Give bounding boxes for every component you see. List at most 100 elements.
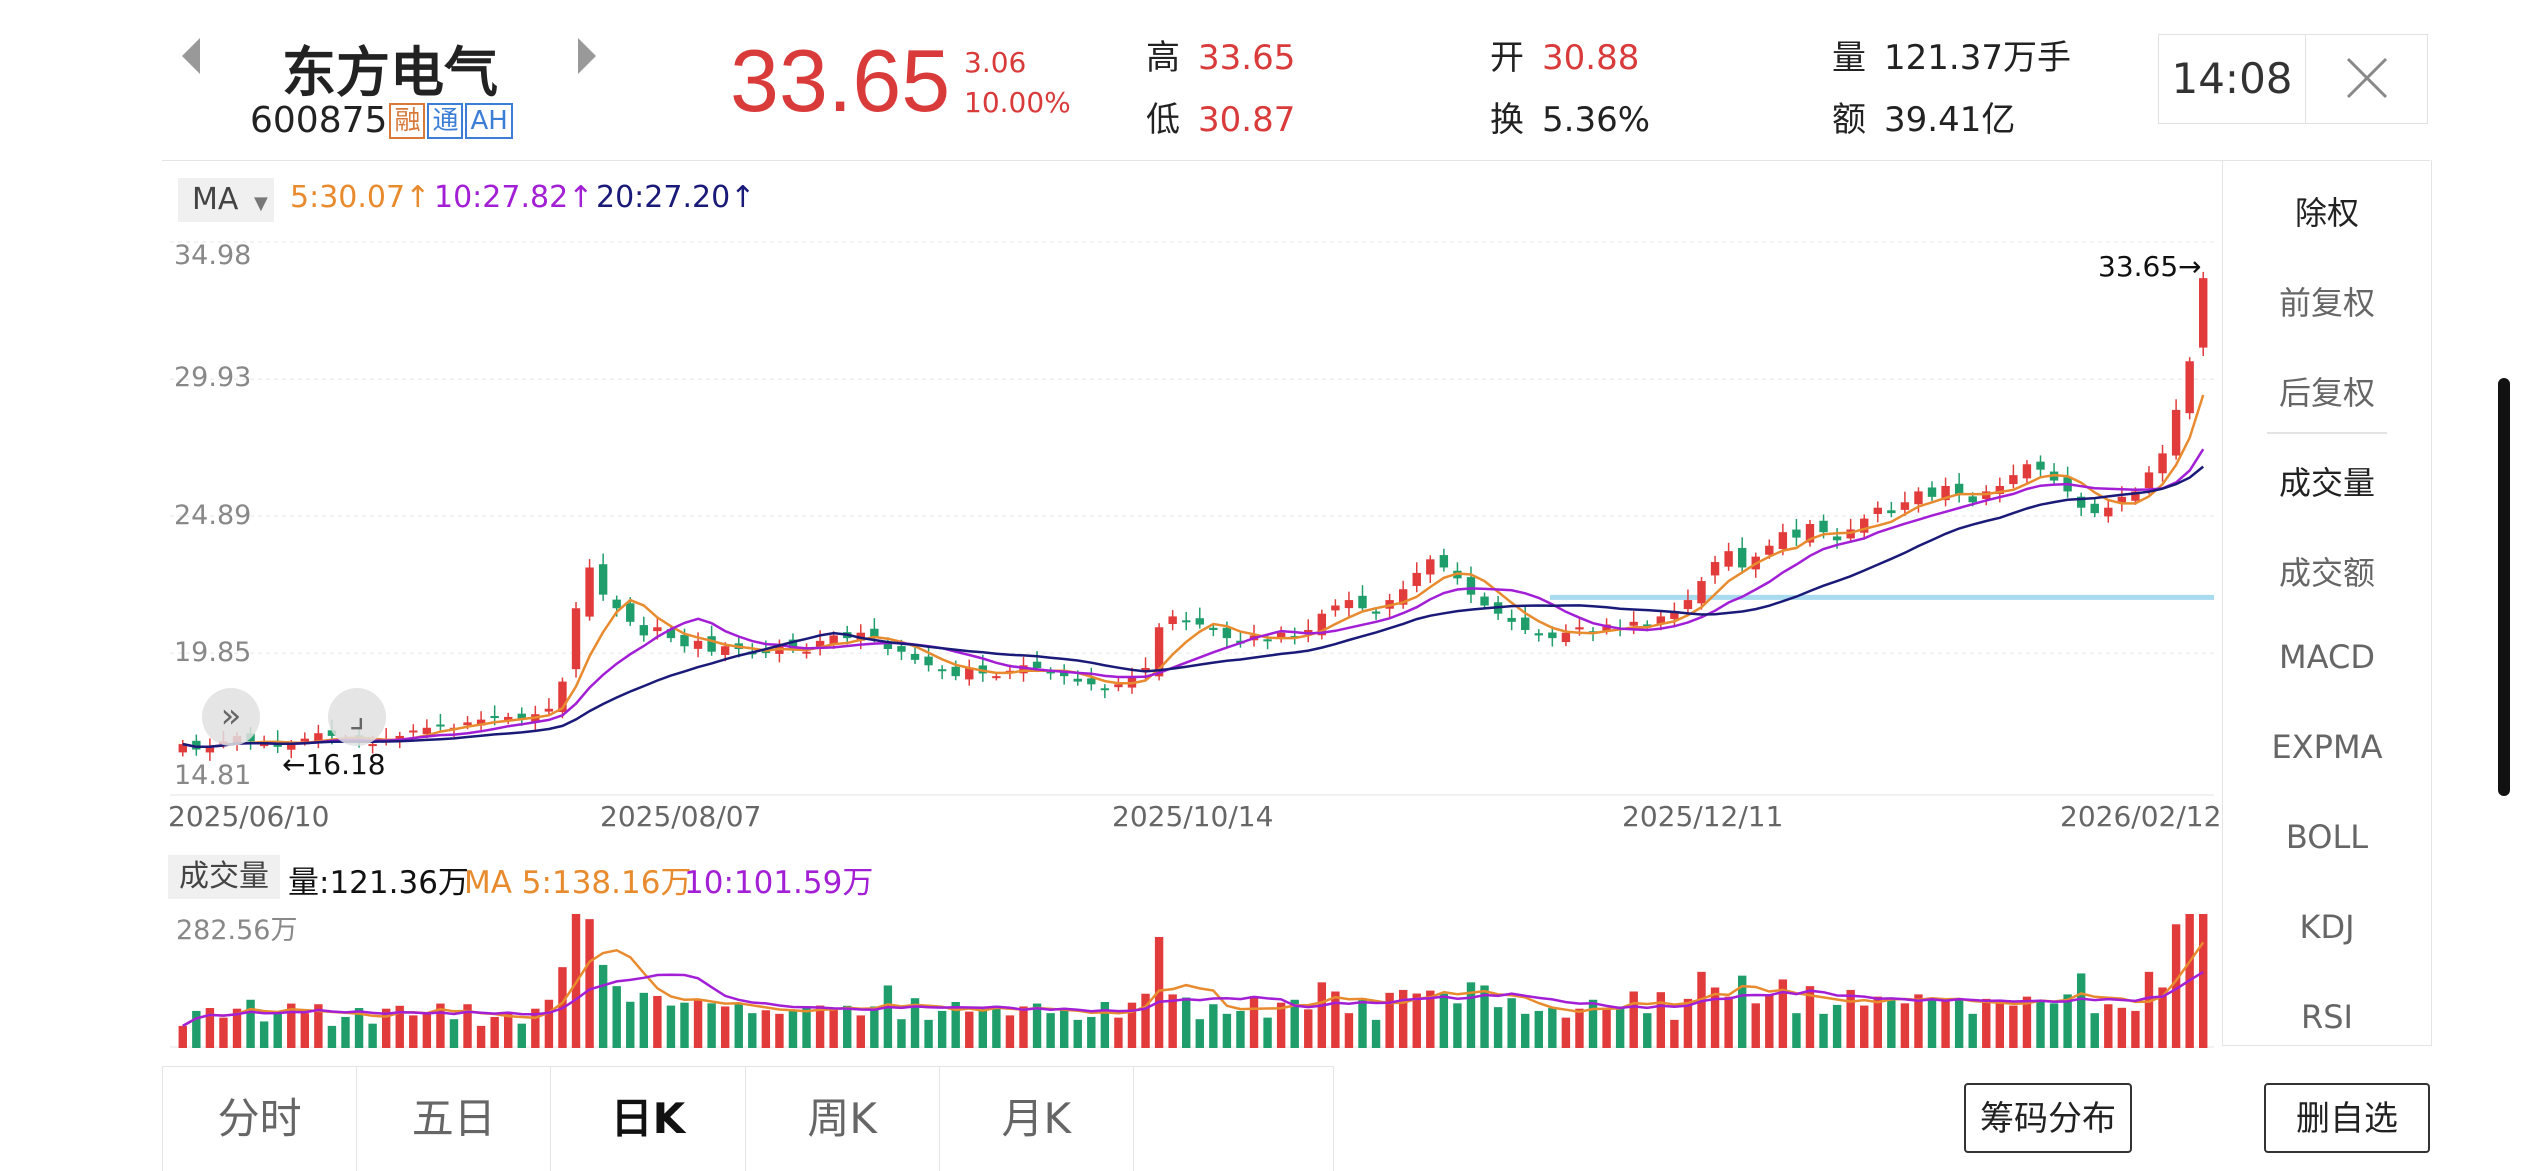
- volume-bar: [1331, 991, 1340, 1048]
- volume-bar: [1697, 971, 1706, 1048]
- candle: [639, 625, 649, 636]
- volume-bar: [1643, 1013, 1652, 1048]
- sidebar-item-ex-rights[interactable]: 除权: [2294, 194, 2359, 232]
- volume-bar: [422, 1012, 432, 1048]
- candle: [1222, 627, 1232, 639]
- chip-distribution-button[interactable]: 筹码分布: [1964, 1083, 2132, 1153]
- tab-five-day[interactable]: 五日: [357, 1067, 552, 1171]
- volume-bar: [1615, 1006, 1625, 1048]
- ah-share-tag[interactable]: AH: [465, 103, 513, 139]
- volume-bar: [1765, 994, 1774, 1048]
- close-button[interactable]: [2306, 35, 2427, 123]
- candle: [1195, 618, 1204, 625]
- volume-bar: [2144, 971, 2154, 1048]
- sidebar-item-forward-adjusted[interactable]: 前复权: [2278, 284, 2375, 322]
- price-change-pct: 10.00%: [964, 86, 1071, 119]
- volume-bar: [707, 1003, 716, 1048]
- ma10-text: 10:27.82: [434, 180, 569, 215]
- volume-bar: [1724, 996, 1733, 1048]
- tab-monthly-k[interactable]: 月K: [940, 1067, 1134, 1171]
- volume-indicator-label[interactable]: 成交量: [168, 855, 280, 899]
- candle: [1656, 616, 1666, 624]
- volume-bar: [1873, 996, 1882, 1048]
- volume-bar: [1182, 997, 1191, 1048]
- volume-bar: [1019, 1006, 1028, 1048]
- caret-right-icon: [578, 38, 596, 74]
- ma20-line: [182, 465, 2204, 749]
- expand-icon[interactable]: »: [202, 688, 260, 746]
- candle: [1127, 676, 1137, 688]
- volume-bar: [1792, 1013, 1801, 1048]
- candlestick-chart[interactable]: [170, 236, 2214, 796]
- min-price-marker: ←16.18: [282, 748, 386, 781]
- sidebar-item-rsi[interactable]: RSI: [2301, 998, 2353, 1036]
- sidebar-item-macd[interactable]: MACD: [2279, 638, 2375, 676]
- indicator-select[interactable]: MA ▼: [178, 178, 274, 222]
- volume-bar: [1819, 1013, 1828, 1048]
- sidebar-item-boll[interactable]: BOLL: [2285, 818, 2369, 856]
- volume-bar: [734, 1003, 743, 1048]
- volume-bar: [1073, 1019, 1082, 1048]
- candle: [504, 716, 513, 721]
- stat-high: 高 33.65: [1146, 30, 1295, 79]
- stat-volume-label: 量: [1832, 38, 1866, 78]
- volume-bar: [354, 1008, 364, 1048]
- remove-watchlist-button[interactable]: 删自选: [2264, 1083, 2430, 1153]
- stat-volume-value: 121.37万手: [1884, 38, 2071, 78]
- candle: [1995, 485, 2005, 494]
- candle: [951, 666, 960, 677]
- x-axis-label: 2025/08/07: [600, 800, 762, 833]
- volume-bar: [720, 1006, 730, 1048]
- volume-bar: [1263, 1017, 1272, 1048]
- tab-more[interactable]: [1134, 1067, 1333, 1171]
- candle: [788, 639, 798, 649]
- caret-left-icon: [182, 38, 200, 74]
- y-axis-label: 34.98: [174, 240, 252, 271]
- volume-bar: [449, 1019, 459, 1048]
- collapse-icon[interactable]: ⌟: [328, 688, 386, 746]
- volume-chart[interactable]: [170, 900, 2214, 1048]
- margin-trading-tag: 融: [389, 103, 426, 139]
- candle: [707, 636, 716, 652]
- sidebar-item-expma[interactable]: EXPMA: [2271, 728, 2383, 766]
- stock-code: 600875: [250, 100, 388, 141]
- volume-bar: [598, 964, 608, 1048]
- candle: [1561, 632, 1571, 643]
- volume-bar: [1276, 1002, 1286, 1048]
- volume-bar: [666, 1005, 676, 1048]
- stat-open: 开 30.88: [1490, 30, 1639, 79]
- volume-bar: [1371, 1019, 1381, 1048]
- volume-bar: [2199, 914, 2208, 1048]
- tab-daily-k[interactable]: 日K: [551, 1067, 746, 1171]
- prev-stock-button[interactable]: [180, 36, 202, 86]
- stock-code-row: 600875 融通 AH: [250, 100, 513, 141]
- sidebar-item-kdj[interactable]: KDJ: [2299, 908, 2355, 946]
- x-axis-label: 2025/06/10: [168, 800, 330, 833]
- volume-bar: [1548, 1008, 1557, 1048]
- period-tabs: 分时 五日 日K 周K 月K: [162, 1066, 1334, 1171]
- volume-bar: [1968, 1013, 1977, 1048]
- volume-bar: [2171, 924, 2181, 1048]
- ma5-value: 5:30.07↑: [290, 180, 430, 215]
- candle: [2171, 409, 2181, 456]
- sidebar-item-volume[interactable]: 成交量: [2278, 464, 2375, 502]
- candle: [2158, 453, 2167, 474]
- candle: [1697, 581, 1706, 604]
- volume-bar: [965, 1011, 974, 1048]
- sidebar-divider: [2267, 432, 2387, 434]
- tab-intraday[interactable]: 分时: [163, 1067, 358, 1171]
- candle: [1887, 510, 1896, 514]
- volume-ma5-line: [182, 941, 2205, 1027]
- candle: [1412, 572, 1421, 586]
- volume-bar: [327, 1025, 337, 1048]
- volume-bar: [1398, 989, 1408, 1048]
- volume-bar: [1887, 999, 1896, 1048]
- next-stock-button[interactable]: [576, 36, 598, 86]
- tab-weekly-k[interactable]: 周K: [746, 1067, 940, 1171]
- sidebar-item-amount[interactable]: 成交额: [2278, 554, 2375, 592]
- volume-value: 量:121.36万: [288, 865, 469, 901]
- candle: [2199, 278, 2208, 348]
- volume-bar: [1561, 1017, 1571, 1048]
- sidebar-item-backward-adjusted[interactable]: 后复权: [2278, 374, 2375, 412]
- scrollbar[interactable]: [2498, 378, 2510, 796]
